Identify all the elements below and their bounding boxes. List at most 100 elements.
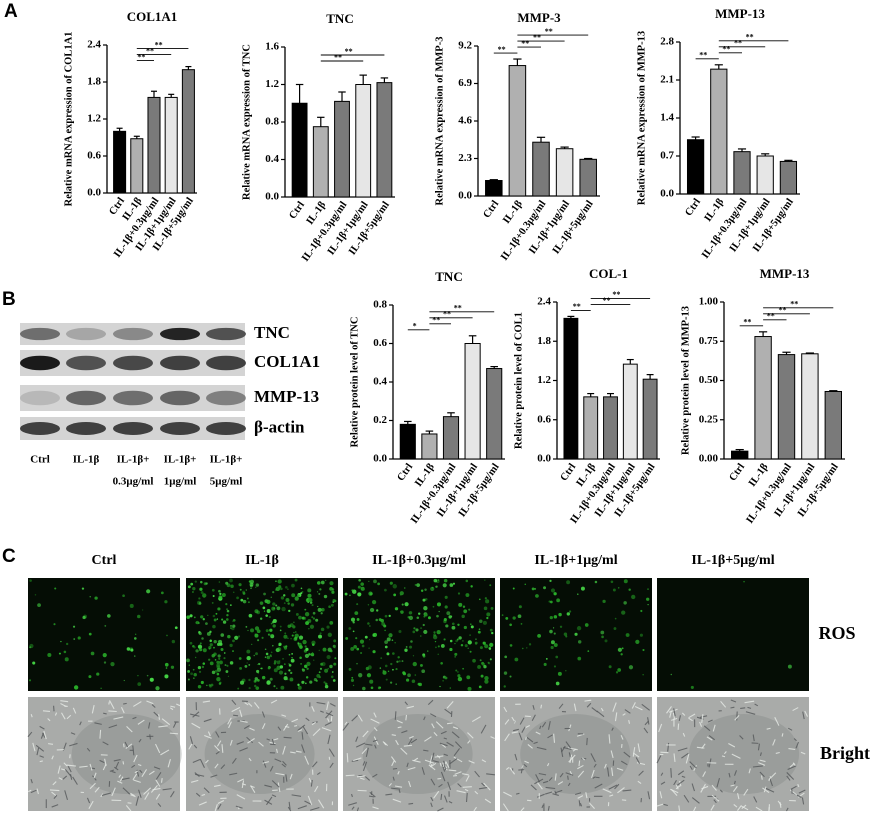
ros-speckle [316, 591, 319, 593]
bright-cell [545, 786, 556, 790]
bright-cell [203, 787, 210, 794]
bright-cell [658, 723, 663, 733]
bright-cell [30, 789, 37, 794]
y-tick-label: 0.8 [373, 299, 387, 311]
bright-cell [678, 805, 681, 812]
bright-cell [155, 743, 161, 754]
ros-speckle [209, 639, 213, 643]
ros-speckle [202, 662, 206, 665]
bright-cell [741, 804, 747, 810]
bright-cell [355, 736, 359, 742]
bright-cell [297, 805, 307, 810]
ros-speckle [350, 678, 355, 682]
ros-speckle [621, 647, 624, 650]
ros-speckle [488, 647, 492, 650]
ros-speckle [304, 608, 307, 611]
ros-speckle [239, 666, 243, 670]
bar [485, 180, 503, 197]
bright-cell [586, 737, 588, 746]
bright-cell [644, 720, 650, 726]
ros-speckle [126, 647, 131, 651]
ros-speckle [326, 654, 331, 660]
ros-speckle [272, 591, 275, 594]
ros-speckle [283, 676, 288, 681]
bright-cell [400, 747, 408, 755]
bright-cell [567, 747, 578, 751]
ros-speckle [211, 588, 215, 592]
bar [579, 158, 597, 197]
ros-speckle [444, 595, 448, 599]
bright-cell [392, 776, 395, 781]
ros-speckle [368, 647, 370, 649]
ros-speckle [266, 599, 271, 605]
ros-speckle [276, 687, 278, 690]
bar [486, 368, 503, 460]
bright-cell [514, 753, 518, 761]
ros-speckle [276, 665, 281, 670]
bright-cell [327, 734, 331, 745]
bright-cell [753, 796, 758, 803]
bright-cell [739, 735, 744, 740]
ros-speckle [326, 625, 330, 629]
ros-speckle [386, 652, 390, 656]
bright-cell [440, 730, 447, 735]
ros-speckle [670, 673, 673, 676]
ros-speckle [246, 655, 251, 661]
bright-cell [620, 735, 624, 740]
ros-speckle [306, 661, 311, 666]
bright-cell [357, 714, 363, 722]
bright-cell [132, 716, 137, 720]
ros-speckle [207, 614, 209, 616]
bright-cell [795, 741, 799, 749]
ros-speckle [478, 598, 481, 601]
bright-cell [114, 766, 119, 771]
ros-speckle [380, 657, 383, 659]
bright-cell [289, 773, 293, 780]
bright-cell [215, 751, 220, 755]
ros-speckle [557, 671, 562, 676]
ros-speckle [232, 624, 236, 628]
bright-cell [511, 716, 515, 722]
ros-speckle [210, 683, 214, 687]
ros-speckle [37, 603, 41, 607]
ros-speckle [322, 647, 327, 652]
ros-speckle [518, 605, 522, 609]
ros-speckle [247, 629, 249, 632]
ros-speckle [483, 665, 487, 669]
ros-speckle [372, 650, 376, 654]
ros-speckle [620, 653, 623, 656]
ros-speckle [469, 634, 471, 637]
bright-cell [103, 712, 107, 715]
bright-cell [677, 747, 688, 752]
bright-cell [575, 792, 582, 796]
bright-cell [432, 760, 440, 763]
bright-cell [723, 751, 727, 755]
bright-cell [67, 766, 72, 773]
ros-speckle [104, 625, 107, 627]
ros-speckle [396, 660, 399, 663]
bright-cell [667, 742, 670, 752]
error-bar [150, 90, 158, 98]
ros-speckle [208, 684, 212, 687]
ros-speckle [54, 587, 57, 590]
bright-cell [563, 746, 572, 750]
bright-cell [430, 802, 433, 808]
bright-cell [609, 794, 614, 797]
ros-speckle [304, 664, 307, 667]
bright-cell [294, 725, 298, 727]
ros-speckle [470, 625, 474, 629]
bright-cell [27, 731, 33, 738]
ros-speckle [397, 656, 400, 659]
ros-speckle [213, 618, 217, 622]
ros-speckle [621, 610, 626, 615]
ros-speckle [535, 594, 539, 598]
bright-cell [311, 761, 318, 768]
bright-cell [239, 720, 248, 723]
ros-speckle [300, 587, 303, 590]
ros-speckle [73, 638, 76, 640]
bright-shade [362, 714, 473, 794]
ros-speckle [318, 634, 323, 639]
bright-cell [503, 706, 508, 713]
bright-cell [121, 777, 130, 781]
bright-cell [287, 806, 292, 812]
